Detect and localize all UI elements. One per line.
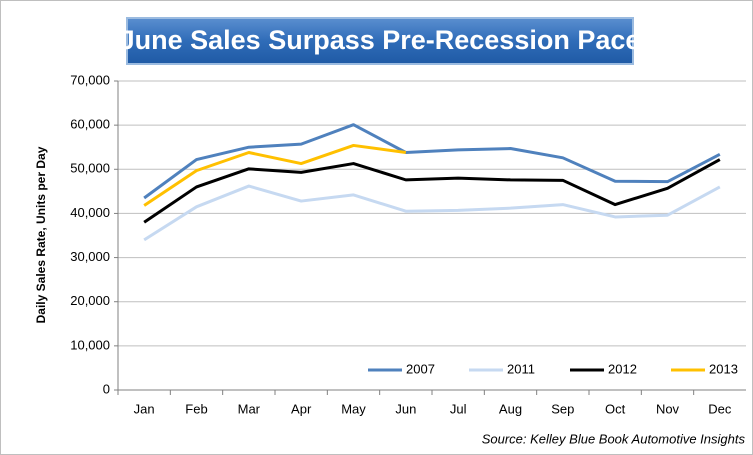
y-tick-label: 0: [103, 381, 110, 396]
y-axis-label: Daily Sales Rate, Units per Day: [34, 146, 48, 323]
x-tick-label: Feb: [185, 401, 207, 416]
y-tick-label: 50,000: [70, 161, 110, 176]
x-tick-label: Dec: [708, 401, 732, 416]
legend-label: 2011: [507, 361, 535, 376]
y-tick-label: 70,000: [70, 72, 110, 87]
legend-label: 2012: [608, 361, 637, 376]
x-tick-label: Sep: [551, 401, 574, 416]
x-tick-label: Jan: [134, 401, 155, 416]
y-tick-label: 30,000: [70, 249, 110, 264]
source-note: Source: Kelley Blue Book Automotive Insi…: [482, 431, 746, 446]
x-tick-label: Oct: [605, 401, 626, 416]
series-line: [143, 143, 407, 207]
legend-label: 2013: [709, 361, 738, 376]
x-tick-label: Apr: [291, 401, 312, 416]
x-tick-label: Mar: [238, 401, 261, 416]
y-tick-label: 60,000: [70, 117, 110, 132]
x-tick-label: Jul: [450, 401, 467, 416]
chart-title: June Sales Surpass Pre-Recession Pace: [120, 25, 641, 55]
y-tick-label: 20,000: [70, 293, 110, 308]
y-tick-label: 40,000: [70, 205, 110, 220]
x-tick-label: Aug: [499, 401, 522, 416]
x-tick-label: Jun: [395, 401, 416, 416]
x-tick-label: Nov: [656, 401, 680, 416]
series-line: [143, 123, 721, 200]
x-tick-label: May: [341, 401, 366, 416]
series-line: [143, 158, 721, 224]
title-box: [126, 17, 634, 65]
series-line: [143, 184, 721, 242]
legend-label: 2007: [406, 361, 435, 376]
y-tick-label: 10,000: [70, 337, 110, 352]
